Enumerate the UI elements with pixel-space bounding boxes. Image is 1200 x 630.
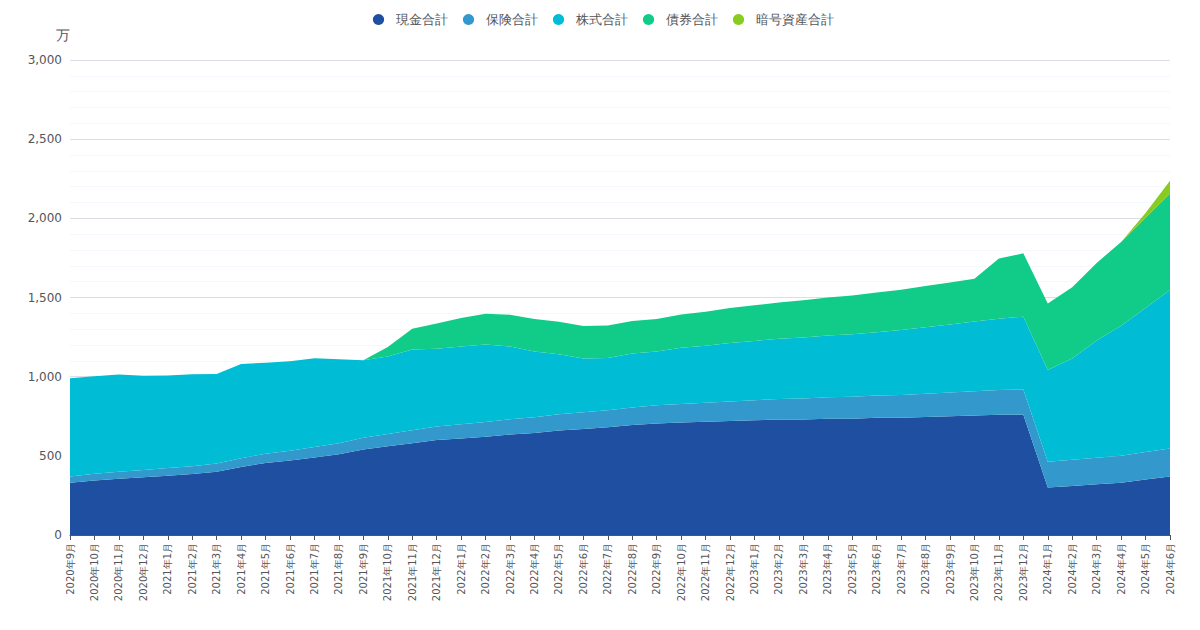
svg-text:2020年10月: 2020年10月 [89,543,100,601]
svg-text:2020年11月: 2020年11月 [113,543,124,601]
svg-text:2,000: 2,000 [28,211,62,225]
svg-text:万: 万 [56,27,70,43]
svg-text:2022年12月: 2022年12月 [725,543,736,601]
svg-text:2023年11月: 2023年11月 [993,543,1004,601]
svg-text:2022年9月: 2022年9月 [651,543,662,595]
svg-text:2021年3月: 2021年3月 [211,543,222,595]
svg-text:2024年3月: 2024年3月 [1091,543,1102,595]
svg-text:0: 0 [54,528,62,542]
svg-text:2021年8月: 2021年8月 [333,543,344,595]
svg-text:2023年8月: 2023年8月 [920,543,931,595]
svg-text:2021年5月: 2021年5月 [260,543,271,595]
svg-text:2021年1月: 2021年1月 [162,543,173,595]
svg-text:2020年9月: 2020年9月 [65,543,76,595]
svg-text:暗号資産合計: 暗号資産合計 [756,12,834,27]
svg-text:債券合計: 債券合計 [666,12,718,27]
svg-text:2022年10月: 2022年10月 [676,543,687,601]
svg-text:保険合計: 保険合計 [486,12,538,27]
svg-text:2023年7月: 2023年7月 [896,543,907,595]
svg-text:2021年2月: 2021年2月 [187,543,198,595]
svg-text:1,500: 1,500 [28,291,62,305]
svg-text:2021年7月: 2021年7月 [309,543,320,595]
svg-text:2022年6月: 2022年6月 [578,543,589,595]
svg-text:2022年8月: 2022年8月 [627,543,638,595]
svg-text:2024年6月: 2024年6月 [1165,543,1176,595]
svg-text:2024年1月: 2024年1月 [1042,543,1053,595]
svg-text:2022年3月: 2022年3月 [505,543,516,595]
svg-text:2021年12月: 2021年12月 [431,543,442,601]
svg-text:2021年6月: 2021年6月 [285,543,296,595]
svg-text:1,000: 1,000 [28,370,62,384]
svg-text:2023年9月: 2023年9月 [945,543,956,595]
svg-text:2024年2月: 2024年2月 [1067,543,1078,595]
svg-text:2022年4月: 2022年4月 [529,543,540,595]
svg-text:3,000: 3,000 [28,53,62,67]
svg-text:2022年1月: 2022年1月 [456,543,467,595]
svg-text:2022年2月: 2022年2月 [480,543,491,595]
svg-text:2022年7月: 2022年7月 [602,543,613,595]
svg-text:500: 500 [39,449,62,463]
svg-text:2021年10月: 2021年10月 [382,543,393,601]
svg-text:2023年3月: 2023年3月 [798,543,809,595]
svg-text:2023年2月: 2023年2月 [773,543,784,595]
svg-text:現金合計: 現金合計 [396,12,448,27]
svg-text:2022年11月: 2022年11月 [700,543,711,601]
svg-text:2023年5月: 2023年5月 [847,543,858,595]
svg-text:2020年12月: 2020年12月 [138,543,149,601]
svg-text:2021年11月: 2021年11月 [407,543,418,601]
svg-text:2023年12月: 2023年12月 [1018,543,1029,601]
svg-text:2024年5月: 2024年5月 [1140,543,1151,595]
svg-text:2023年6月: 2023年6月 [871,543,882,595]
svg-text:2021年9月: 2021年9月 [358,543,369,595]
svg-text:2024年4月: 2024年4月 [1116,543,1127,595]
svg-text:2023年10月: 2023年10月 [969,543,980,601]
svg-text:2023年4月: 2023年4月 [822,543,833,595]
svg-text:2022年5月: 2022年5月 [553,543,564,595]
svg-text:株式合計: 株式合計 [575,12,628,27]
svg-text:2,500: 2,500 [28,132,62,146]
svg-text:2023年1月: 2023年1月 [749,543,760,595]
svg-text:2021年4月: 2021年4月 [236,543,247,595]
